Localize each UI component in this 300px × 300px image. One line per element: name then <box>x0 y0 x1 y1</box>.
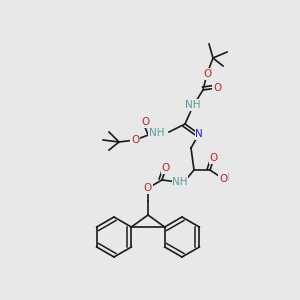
Text: O: O <box>203 69 211 79</box>
Text: O: O <box>142 117 150 127</box>
Text: O: O <box>210 153 218 163</box>
Text: NH: NH <box>148 128 164 138</box>
Text: O: O <box>162 163 170 173</box>
Text: O: O <box>144 183 152 193</box>
Text: O: O <box>219 174 227 184</box>
Text: O: O <box>213 83 221 93</box>
Text: NH: NH <box>185 100 201 110</box>
Text: O: O <box>131 135 139 145</box>
Text: N: N <box>195 129 203 139</box>
Text: NH: NH <box>172 177 188 187</box>
Text: H: H <box>222 173 230 183</box>
